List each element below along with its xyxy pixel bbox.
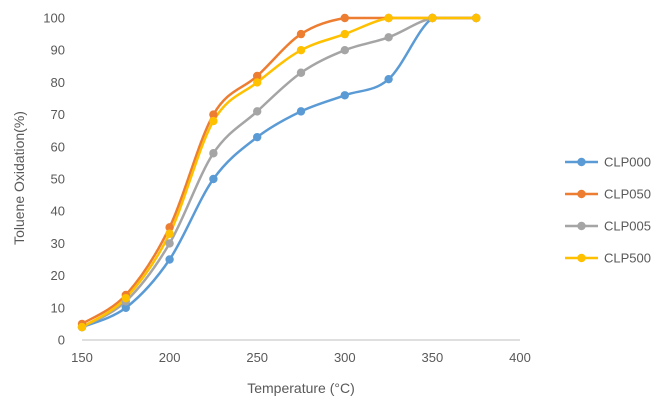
x-tick-labels: 150 200 250 300 350 400 <box>71 350 531 365</box>
data-point-clp005 <box>340 46 349 55</box>
data-point-clp500 <box>165 229 174 238</box>
data-point-clp000 <box>253 132 262 142</box>
data-point-clp050 <box>209 110 218 119</box>
x-tick-label: 400 <box>509 350 531 365</box>
data-point-clp050 <box>165 223 174 232</box>
y-tick-label: 50 <box>51 172 65 187</box>
data-point-clp005 <box>165 239 174 248</box>
data-point-clp500 <box>472 13 481 23</box>
data-point-clp005 <box>296 68 306 77</box>
data-point-clp005 <box>384 33 393 42</box>
y-tick-labels: 0 10 20 30 40 50 60 70 80 90 100 <box>43 11 65 348</box>
legend-label: CLP005 <box>604 219 651 234</box>
series-line-clp500 <box>80 16 478 329</box>
data-point-clp500 <box>253 78 262 87</box>
data-point-clp000 <box>121 303 130 312</box>
x-tick-label: 150 <box>71 350 93 365</box>
data-point-clp005 <box>253 107 262 116</box>
series-lines <box>80 16 478 329</box>
data-point-clp500 <box>340 29 349 39</box>
data-point-clp050 <box>340 13 349 23</box>
data-point-clp000 <box>384 74 393 84</box>
y-tick-label: 20 <box>51 268 65 283</box>
legend-item-clp050: CLP050 <box>565 187 651 202</box>
series-points <box>77 13 481 332</box>
y-tick-label: 90 <box>51 43 65 58</box>
data-point-clp500 <box>121 293 130 303</box>
x-tick-label: 200 <box>159 350 181 365</box>
y-tick-label: 60 <box>51 139 65 154</box>
y-tick-label: 100 <box>43 11 65 26</box>
data-point-clp500 <box>77 322 87 332</box>
x-tick-label: 300 <box>334 350 356 365</box>
legend-marker <box>577 221 586 231</box>
legend: CLP000 CLP050 CLP005 CLP500 <box>565 155 651 266</box>
data-point-clp000 <box>296 107 306 116</box>
data-point-clp000 <box>340 91 349 100</box>
data-point-clp005 <box>209 149 218 158</box>
y-tick-label: 70 <box>51 107 65 122</box>
data-point-clp500 <box>296 46 306 55</box>
data-point-clp500 <box>384 13 393 23</box>
data-point-clp500 <box>428 13 437 23</box>
data-point-clp000 <box>209 174 218 184</box>
series-line-clp005 <box>80 16 478 329</box>
y-tick-label: 30 <box>51 236 65 251</box>
legend-marker <box>577 253 586 263</box>
y-tick-label: 10 <box>51 300 65 315</box>
legend-marker <box>577 157 586 167</box>
data-point-clp000 <box>165 255 174 264</box>
data-point-clp050 <box>296 29 306 39</box>
legend-marker <box>577 189 586 199</box>
legend-item-clp500: CLP500 <box>565 251 651 266</box>
y-tick-label: 0 <box>58 333 65 348</box>
legend-item-clp005: CLP005 <box>565 219 651 234</box>
legend-label: CLP050 <box>604 187 651 202</box>
legend-item-clp000: CLP000 <box>565 155 651 170</box>
legend-label: CLP000 <box>604 155 651 170</box>
series-line-clp000 <box>80 16 478 329</box>
y-axis-title: Toluene Oxidation(%) <box>11 111 27 245</box>
data-point-clp500 <box>209 116 218 126</box>
x-tick-label: 350 <box>422 350 444 365</box>
y-tick-label: 80 <box>51 75 65 90</box>
y-tick-label: 40 <box>51 204 65 219</box>
data-point-clp050 <box>253 71 262 81</box>
x-tick-label: 250 <box>246 350 268 365</box>
x-axis-title: Temperature (°C) <box>247 380 355 396</box>
legend-label: CLP500 <box>604 251 651 266</box>
